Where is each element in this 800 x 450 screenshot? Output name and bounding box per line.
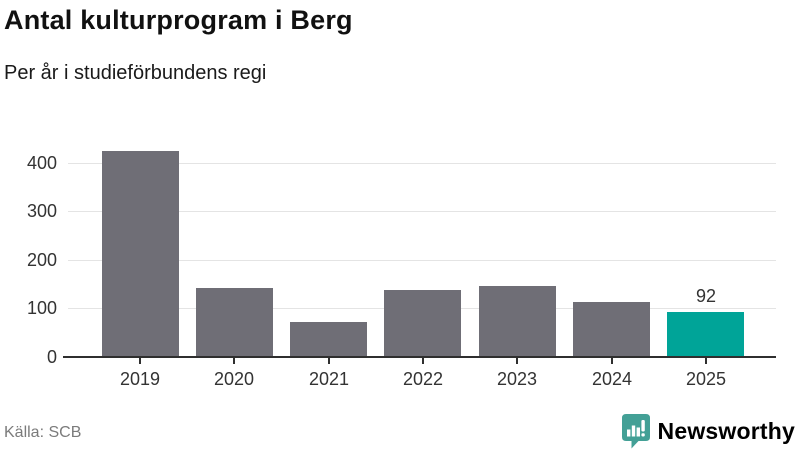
bar-2021 [290, 322, 367, 357]
y-gridline [68, 260, 776, 261]
y-gridline [68, 211, 776, 212]
y-axis-tick-label: 0 [46, 347, 57, 367]
x-axis-tick [422, 358, 424, 364]
x-axis-tick [516, 358, 518, 364]
chart-title: Antal kulturprogram i Berg [4, 5, 353, 35]
bar-2022 [384, 290, 461, 357]
bar-value-label: 92 [695, 286, 717, 306]
bar-2019 [102, 151, 179, 357]
bar-2025 [667, 312, 744, 357]
y-axis-tick-label: 300 [26, 201, 57, 221]
y-axis-tick-label: 200 [26, 250, 57, 270]
x-axis-tick-label: 2021 [308, 369, 350, 389]
x-axis-tick-label: 2019 [119, 369, 161, 389]
chart-subtitle: Per år i studieförbundens regi [4, 62, 267, 84]
bar-2023 [479, 286, 556, 357]
newsworthy-brand-name: Newsworthy [657, 418, 795, 444]
x-axis-tick [233, 358, 235, 364]
x-axis-tick [328, 358, 330, 364]
bar-2024 [573, 302, 650, 357]
y-gridline [68, 163, 776, 164]
x-axis-tick [611, 358, 613, 364]
newsworthy-logo-icon [621, 414, 650, 449]
x-axis-tick-label: 2022 [402, 369, 444, 389]
x-axis-tick-label: 2023 [496, 369, 538, 389]
x-axis-tick-label: 2020 [213, 369, 255, 389]
x-axis-line [63, 356, 776, 358]
x-axis-tick-label: 2024 [591, 369, 633, 389]
newsworthy-brand-logo: Newsworthy [621, 413, 795, 449]
source-attribution: Källa: SCB [4, 424, 82, 441]
x-axis-tick [139, 358, 141, 364]
x-axis-tick [705, 358, 707, 364]
x-axis-tick-label: 2025 [685, 369, 727, 389]
y-axis-tick-label: 400 [26, 153, 57, 173]
y-axis-tick-label: 100 [26, 298, 57, 318]
bar-2020 [196, 288, 273, 357]
